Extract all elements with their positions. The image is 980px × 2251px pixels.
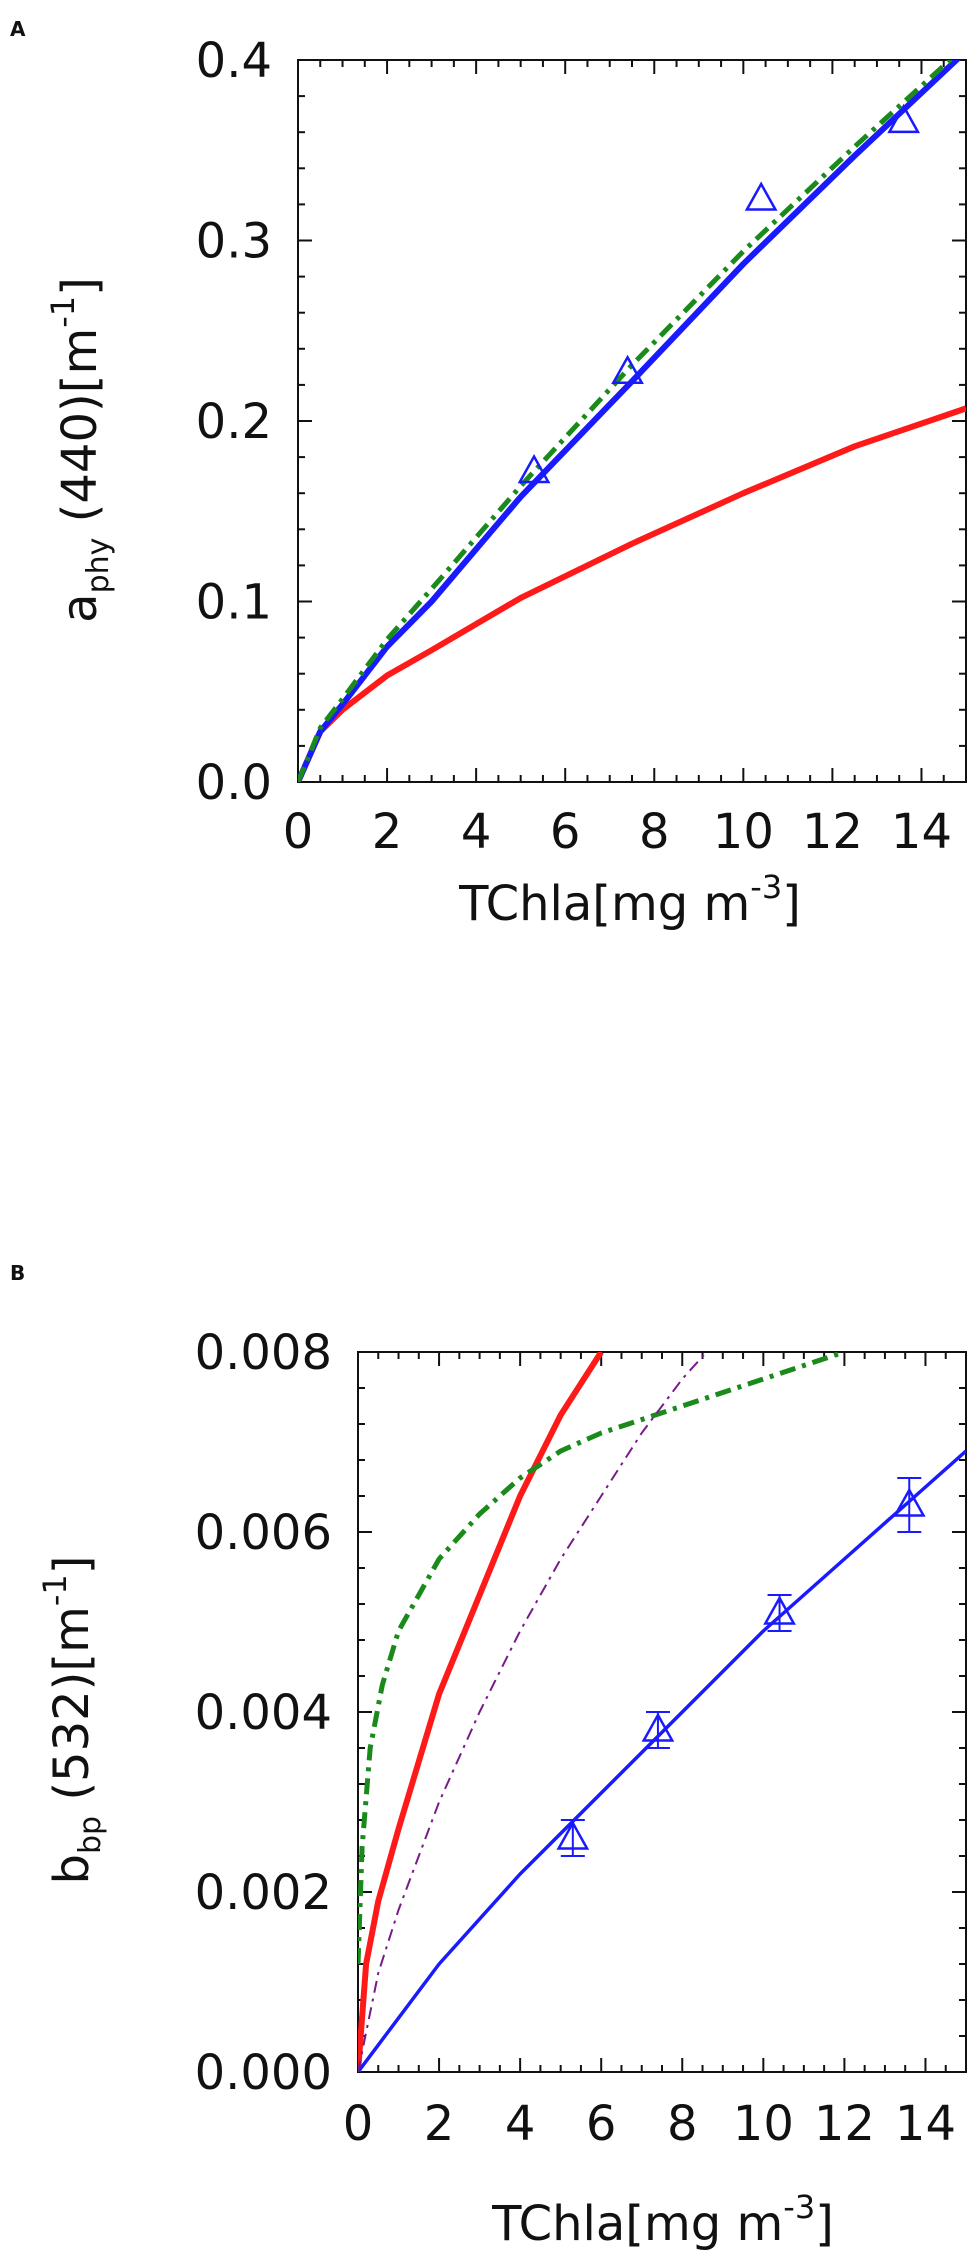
x-axis-title-b-sup: -3	[783, 2188, 815, 2226]
series-group	[298, 60, 966, 782]
y-axis-title-b-tail: ]	[44, 1555, 100, 1574]
x-tick-label: 12	[814, 2096, 875, 2152]
y-tick-label: 0.4	[196, 33, 272, 89]
y-axis-title-b-main: (532)[m	[44, 1606, 100, 1816]
x-tick-label: 6	[550, 804, 581, 860]
y-tick-label: 0.004	[195, 1685, 332, 1741]
series-line-2	[298, 60, 954, 782]
panel-a: A 0 2 4 6 8 10 12 140.00.10.20.30.4 TChla[mg m-…	[10, 17, 967, 932]
y-tick-label: 0.2	[196, 394, 272, 450]
panel-label-a: A	[10, 17, 26, 41]
y-tick-label: 0.006	[195, 1505, 332, 1561]
panel-b: B 0 2 4 6 8 10 12 14 0.000 0.002 0.004 0.006 0.008 T…	[10, 1261, 967, 2251]
series-line-3	[358, 1352, 708, 2072]
y-axis-title-b: bbp (532)[m-1]	[36, 1555, 108, 1884]
series-line-0	[358, 1352, 604, 2072]
series-line-1	[358, 1449, 966, 2072]
x-axis-title-b-tail: ]	[815, 2196, 834, 2251]
y-axis-title-b-sup: -1	[36, 1574, 74, 1606]
x-tick-label: 14	[891, 804, 952, 860]
x-axis-title-a-sup: -3	[750, 868, 782, 906]
series-line-0	[298, 405, 966, 782]
y-axis-title-a-main: (440)[m	[52, 328, 108, 538]
x-axis-title-b-main: TChla[mg m	[491, 2196, 783, 2251]
x-tick-label: 0	[343, 2096, 374, 2152]
x-tick-label: 4	[461, 804, 492, 860]
data-point-triangle	[892, 1487, 926, 1517]
data-point-triangle	[556, 1820, 590, 1850]
x-tick-label: 14	[895, 2096, 956, 2152]
y-axis-title-a-tail: ]	[52, 277, 108, 296]
y-axis-title-b-sub: bp	[73, 1816, 108, 1854]
x-tick-label: 6	[586, 2096, 617, 2152]
x-tick-label: 8	[639, 804, 670, 860]
x-tick-label: 4	[505, 2096, 536, 2152]
axes-frame	[297, 59, 967, 783]
y-tick-label: 0.002	[195, 1865, 332, 1921]
y-tick-label: 0.1	[196, 575, 272, 631]
y-axis-title-a-pre: a	[52, 593, 108, 622]
y-tick-label: 0.0	[196, 755, 272, 811]
series-line-1	[298, 60, 961, 782]
x-tick-label: 2	[372, 804, 403, 860]
x-tick-label: 2	[424, 2096, 455, 2152]
data-point-triangle	[744, 181, 778, 211]
x-tick-label: 10	[713, 804, 774, 860]
y-axis-title-a-sub: phy	[81, 538, 116, 594]
plot-area-a: 0 2 4 6 8 10 12 14 0.0 0.1 0.2 0.3 0.4	[196, 33, 967, 860]
data-point-triangle	[887, 103, 921, 134]
y-axis-title-a: aphy (440)[m-1]	[44, 277, 116, 623]
plot-area-b: 0 2 4 6 8 10 12 14 0.000 0.002 0.004 0.006 0.008	[195, 1325, 967, 2152]
x-axis-title-a: TChla[mg m-3]	[458, 868, 801, 932]
series-line-2	[358, 1352, 846, 1965]
y-axis-title-a-sup: -1	[44, 296, 82, 328]
data-point-triangle	[611, 354, 644, 385]
y-tick-label: 0.3	[196, 214, 272, 270]
panel-label-b: B	[10, 1261, 25, 1285]
x-tick-label: 12	[802, 804, 863, 860]
x-tick-label: 10	[733, 2096, 794, 2152]
data-point-triangle	[517, 453, 551, 484]
y-axis-title-b-pre: b	[44, 1854, 100, 1884]
y-tick-label: 0.000	[195, 2045, 332, 2101]
x-axis-title-a-main: TChla[mg m	[458, 876, 750, 932]
data-point-triangle	[763, 1595, 796, 1625]
series-group	[358, 1352, 966, 2072]
y-tick-label: 0.008	[195, 1325, 332, 1381]
x-axis-title-b: TChla[mg m-3]	[491, 2188, 834, 2251]
x-tick-label: 8	[667, 2096, 698, 2152]
x-axis-title-a-tail: ]	[782, 876, 801, 932]
x-tick-label: 0	[283, 804, 314, 860]
data-point-triangle	[641, 1712, 675, 1742]
